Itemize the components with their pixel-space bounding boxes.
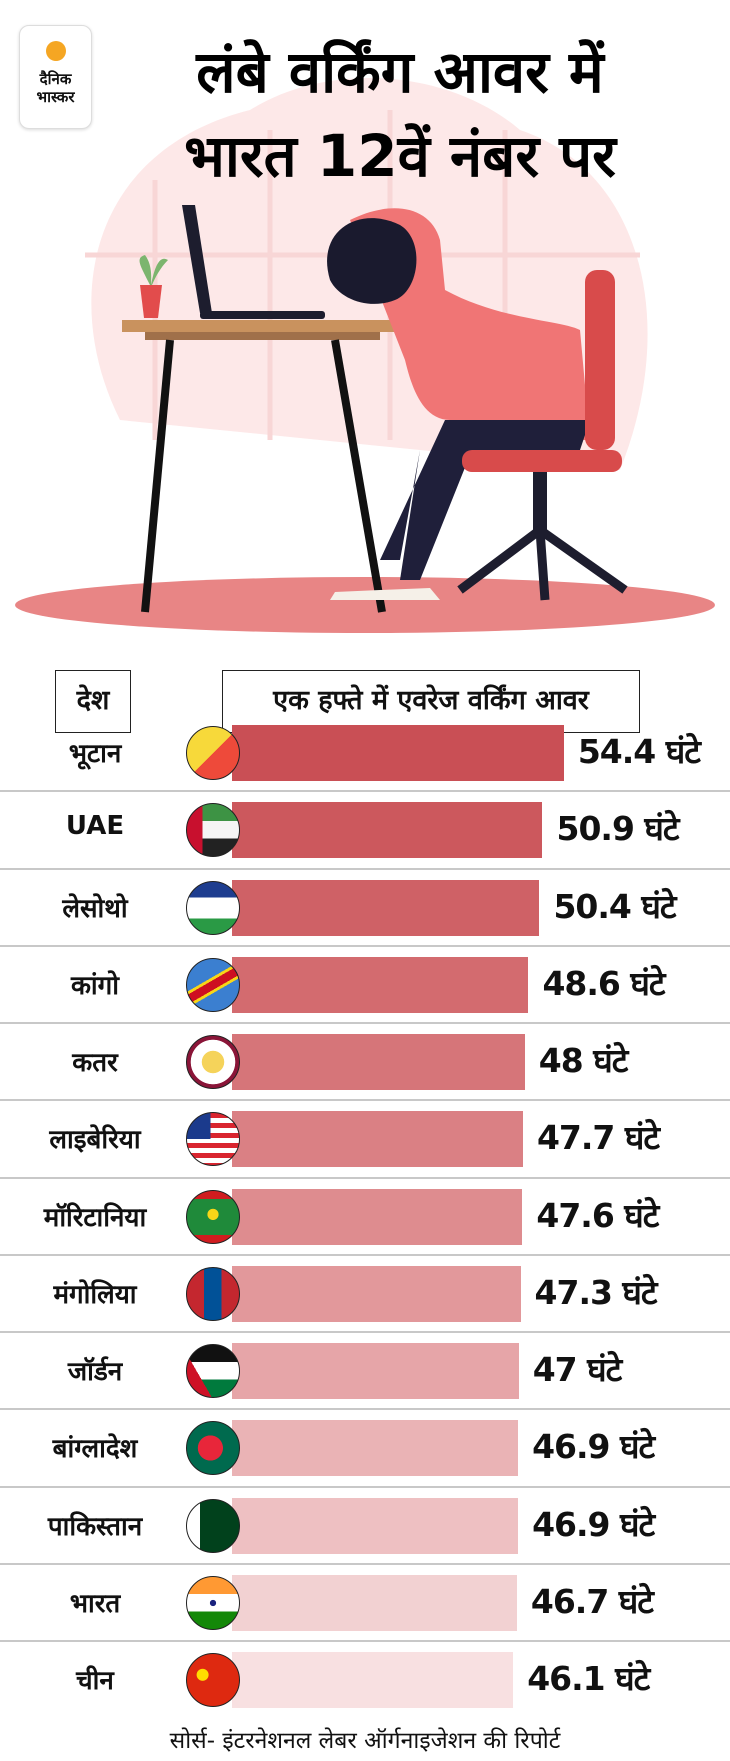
table-row: भारत 46.7 घंटे: [0, 1564, 730, 1641]
row-divider: [0, 1408, 730, 1411]
india-flag-icon: [186, 1575, 240, 1630]
liberia-flag-icon: [186, 1112, 240, 1167]
bar: [232, 879, 540, 936]
bar: [232, 1497, 519, 1554]
value-label: 48.6 घंटे: [542, 963, 665, 1003]
country-label: कतर: [72, 1048, 118, 1078]
country-label: भूटान: [68, 739, 122, 769]
row-divider: [0, 1562, 730, 1565]
hours-column-header: एक हफ्ते में एवरेज वर्किंग आवर: [222, 670, 640, 733]
country-label: जॉर्डन: [67, 1357, 123, 1387]
country-label: UAE: [65, 811, 125, 842]
tired-worker-illustration: [15, 77, 715, 633]
bar: [232, 1111, 523, 1168]
row-divider: [0, 790, 730, 793]
country-label: मॉरिटानिया: [43, 1202, 147, 1233]
lesotho-flag-icon: [186, 880, 240, 935]
row-divider: [0, 1176, 730, 1179]
value-label: 47 घंटे: [532, 1350, 623, 1389]
bar: [232, 1574, 517, 1631]
value-label: 50.9 घंटे: [556, 809, 679, 849]
country-label: चीन: [76, 1666, 114, 1696]
country-label: लाइबेरिया: [49, 1125, 141, 1156]
row-divider: [0, 1331, 730, 1333]
row-divider: [0, 1485, 730, 1488]
value-label: 46.1 घंटे: [527, 1659, 650, 1698]
jordan-flag-icon: [186, 1344, 240, 1398]
table-row: UAE 50.9 घंटे: [0, 791, 730, 868]
bar: [232, 956, 529, 1013]
sun-icon: [46, 41, 66, 61]
value-label: 46.9 घंटे: [532, 1427, 655, 1467]
value-label: 54.4 घंटे: [577, 732, 701, 771]
row-divider: [0, 1253, 730, 1256]
table-row: लाइबेरिया 47.7 घंटे: [0, 1100, 730, 1177]
china-flag-icon: [186, 1653, 240, 1707]
table-row: मंगोलिया 47.3 घंटे: [0, 1255, 730, 1332]
dainik-bhaskar-logo: दैनिक भास्कर: [19, 25, 92, 129]
table-row: लेसोथो 50.4 घंटे: [0, 869, 730, 946]
value-label: 48 घंटे: [538, 1041, 629, 1080]
logo-line2: भास्कर: [36, 88, 75, 106]
table-row: मॉरिटानिया 47.6 घंटे: [0, 1178, 730, 1255]
bar: [232, 1652, 514, 1708]
row-divider: [0, 867, 730, 870]
value-label: 46.9 घंटे: [532, 1504, 655, 1544]
country-label: लेसोथो: [62, 893, 128, 924]
value-label: 47.3 घंटे: [534, 1272, 658, 1312]
qatar-flag-icon: [186, 1035, 240, 1089]
country-label: पाकिस्तान: [47, 1511, 143, 1542]
row-divider: [0, 1022, 730, 1024]
source-note: सोर्स- इंटरनेशनल लेबर ऑर्गनाइजेशन की रिप…: [169, 1728, 561, 1754]
row-divider: [0, 1099, 730, 1102]
value-label: 47.7 घंटे: [536, 1118, 660, 1158]
congo-flag-icon: [186, 957, 240, 1012]
table-row: कांगो 48.6 घंटे: [0, 946, 730, 1023]
value-label: 50.4 घंटे: [553, 886, 676, 926]
bar: [232, 725, 564, 781]
title-line2: भारत 12वें नंबर पर: [184, 122, 616, 190]
country-label: भारत: [69, 1588, 121, 1619]
mauritania-flag-icon: [186, 1189, 240, 1244]
bar: [232, 1188, 523, 1245]
table-row: पाकिस्तान 46.9 घंटे: [0, 1487, 730, 1564]
bar: [232, 1343, 519, 1399]
page-title: लंबे वर्किंग आवर में भारत 12वें नंबर पर: [100, 30, 700, 198]
table-row: जॉर्डन 47 घंटे: [0, 1332, 730, 1409]
title-line1: लंबे वर्किंग आवर में: [196, 38, 604, 106]
bar: [232, 1265, 521, 1322]
pakistan-flag-icon: [186, 1498, 240, 1553]
table-row: भूटान 54.4 घंटे: [0, 714, 730, 791]
row-divider: [0, 944, 730, 947]
bar: [232, 1420, 519, 1477]
logo-line1: दैनिक: [39, 70, 72, 88]
bar: [232, 802, 543, 859]
table-row: बांग्लादेश 46.9 घंटे: [0, 1409, 730, 1486]
country-label: कांगो: [70, 970, 120, 1001]
country-label: बांग्लादेश: [52, 1434, 138, 1465]
bar: [232, 1034, 525, 1090]
table-row: चीन 46.1 घंटे: [0, 1641, 730, 1718]
value-label: 46.7 घंटे: [530, 1581, 654, 1621]
table-row: कतर 48 घंटे: [0, 1023, 730, 1100]
bangladesh-flag-icon: [186, 1421, 240, 1476]
row-divider: [0, 1640, 730, 1642]
mongolia-flag-icon: [186, 1266, 240, 1321]
country-label: मंगोलिया: [53, 1279, 137, 1310]
uae-flag-icon: [186, 803, 240, 858]
country-column-header: देश: [55, 670, 131, 733]
value-label: 47.6 घंटे: [536, 1195, 659, 1235]
bhutan-flag-icon: [186, 726, 240, 780]
